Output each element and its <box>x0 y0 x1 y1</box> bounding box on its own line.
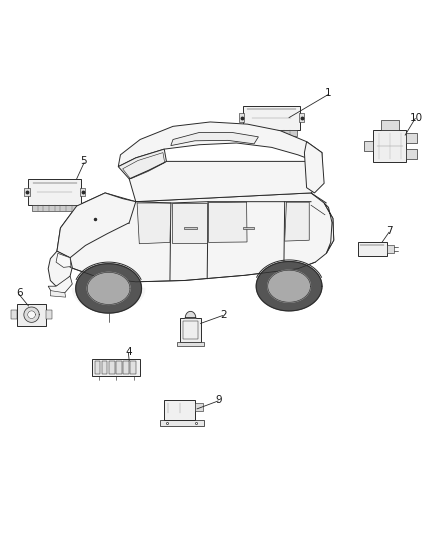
Polygon shape <box>373 130 406 163</box>
Text: 9: 9 <box>215 395 223 405</box>
Text: 4: 4 <box>126 347 133 357</box>
Polygon shape <box>24 188 29 197</box>
Polygon shape <box>243 106 300 130</box>
Text: 10: 10 <box>410 112 423 123</box>
Polygon shape <box>28 311 35 319</box>
Polygon shape <box>116 361 122 374</box>
Polygon shape <box>184 227 197 229</box>
Text: 7: 7 <box>386 227 393 237</box>
Polygon shape <box>17 304 46 326</box>
Polygon shape <box>268 270 311 302</box>
Polygon shape <box>172 203 207 243</box>
Polygon shape <box>57 193 334 282</box>
Polygon shape <box>76 264 141 313</box>
Polygon shape <box>46 310 52 319</box>
Polygon shape <box>92 359 140 376</box>
Polygon shape <box>32 205 78 211</box>
Text: 1: 1 <box>325 88 332 99</box>
Polygon shape <box>129 152 322 201</box>
Polygon shape <box>364 141 373 151</box>
Polygon shape <box>109 361 115 374</box>
Polygon shape <box>80 188 85 197</box>
Polygon shape <box>118 149 166 179</box>
Polygon shape <box>381 120 399 130</box>
Polygon shape <box>171 133 258 146</box>
Polygon shape <box>185 311 196 318</box>
Polygon shape <box>123 361 129 374</box>
Polygon shape <box>358 242 386 256</box>
Polygon shape <box>24 307 39 322</box>
Polygon shape <box>11 310 17 319</box>
Polygon shape <box>256 262 322 311</box>
Polygon shape <box>386 245 394 253</box>
Polygon shape <box>131 361 136 374</box>
Polygon shape <box>118 122 322 167</box>
Polygon shape <box>57 193 136 258</box>
Polygon shape <box>28 179 81 205</box>
Polygon shape <box>160 420 204 426</box>
Polygon shape <box>180 318 201 342</box>
Text: 5: 5 <box>80 156 87 166</box>
Polygon shape <box>56 253 71 268</box>
Polygon shape <box>87 272 130 304</box>
Polygon shape <box>239 113 244 122</box>
Polygon shape <box>406 133 417 143</box>
Polygon shape <box>177 342 204 345</box>
Text: 6: 6 <box>16 288 23 298</box>
Text: 2: 2 <box>220 310 227 320</box>
Polygon shape <box>324 203 334 253</box>
Polygon shape <box>48 251 72 286</box>
Polygon shape <box>137 203 171 244</box>
Polygon shape <box>48 276 72 294</box>
Polygon shape <box>164 400 195 420</box>
Polygon shape <box>304 142 324 193</box>
Polygon shape <box>195 403 203 410</box>
Polygon shape <box>102 361 107 374</box>
Polygon shape <box>406 149 417 159</box>
Polygon shape <box>243 227 254 229</box>
Polygon shape <box>299 113 304 122</box>
Polygon shape <box>285 202 309 241</box>
Polygon shape <box>50 290 66 297</box>
Polygon shape <box>95 361 100 374</box>
Polygon shape <box>247 130 297 136</box>
Polygon shape <box>72 288 145 311</box>
Polygon shape <box>208 202 247 243</box>
